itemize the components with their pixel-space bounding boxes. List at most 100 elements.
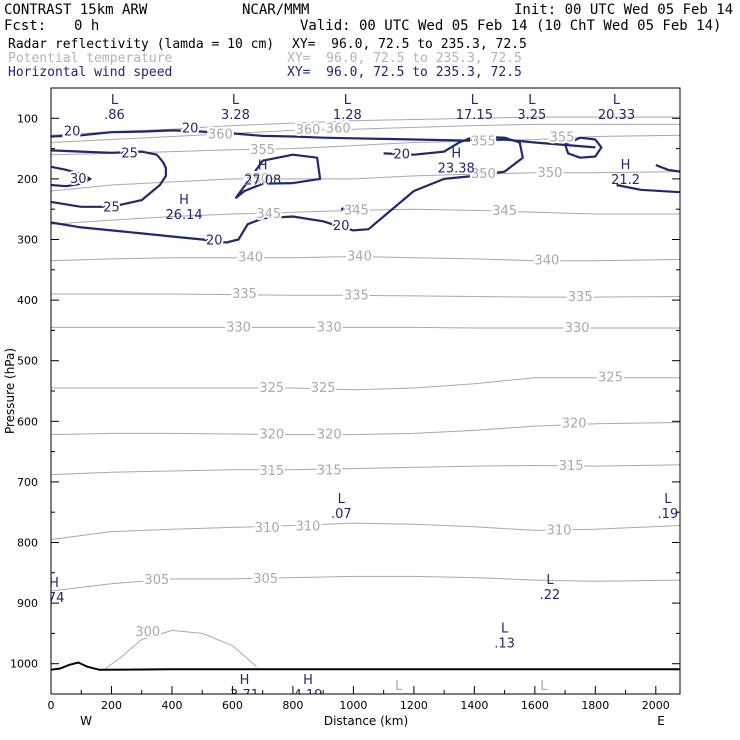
extremum-value: 3.28 [221, 108, 250, 123]
theta-label: 355 [550, 131, 575, 146]
wind-contour-20 [655, 163, 680, 173]
theta-label: 320 [259, 428, 284, 443]
extremum-value: .22 [540, 588, 561, 603]
y-tick-label: 1000 [10, 658, 38, 671]
extremum-value: 26.14 [165, 208, 202, 223]
wind-contour-30 [51, 165, 92, 188]
extremum-type: H [258, 159, 268, 174]
extremum-value: .86 [104, 108, 125, 123]
extremum-type: L [344, 93, 352, 108]
extremum-value: 3.71 [230, 688, 259, 703]
x-tick-label: 200 [101, 699, 122, 712]
x-tick-label: 0 [48, 699, 55, 712]
theta-label: 360 [208, 128, 233, 143]
extremum-value: 17.15 [456, 108, 493, 123]
theta-label: 305 [253, 572, 278, 587]
extremum-type: L [111, 93, 119, 108]
wind-label: 20 [64, 125, 81, 140]
wind-contour-20 [340, 205, 358, 213]
theta-label: 330 [317, 320, 342, 335]
extremum-type: L [471, 93, 479, 108]
wind-label: 25 [103, 200, 120, 215]
extremum-type: H [451, 147, 461, 162]
theta-label: 330 [565, 321, 590, 336]
x-tick-label: 1800 [581, 699, 609, 712]
x-tick-label: 400 [161, 699, 182, 712]
wind-contour-20 [234, 153, 322, 200]
wind-contour-20 [51, 129, 596, 149]
theta-label: 310 [255, 521, 280, 536]
extremum-type: L [501, 622, 509, 637]
theta-label: 320 [317, 428, 342, 443]
extremum-value: 4.19 [294, 688, 323, 703]
theta-label: 345 [492, 204, 517, 219]
extremum-value: .13 [494, 637, 515, 652]
theta-label: 315 [259, 464, 284, 479]
x-tick-label: 1400 [460, 699, 488, 712]
theta-label: 325 [311, 381, 336, 396]
y-tick-label: 200 [17, 173, 38, 186]
theta-contour-365 [51, 116, 680, 136]
theta-label: 330 [226, 320, 251, 335]
theta-label: 340 [347, 249, 372, 264]
extremum-type: L [664, 492, 672, 507]
x-end-east: E [657, 714, 665, 728]
theta-contour-310 [51, 522, 680, 540]
theta-label: 315 [559, 459, 584, 474]
field-name-theta: Potential temperature [8, 51, 173, 66]
extremum-type: H [240, 673, 250, 688]
y-tick-label: 600 [17, 415, 38, 428]
y-tick-label: 500 [17, 355, 38, 368]
model-title: CONTRAST 15km ARW [4, 2, 148, 18]
extremum-type: L [232, 93, 240, 108]
theta-contour-305 [51, 575, 680, 592]
theta-contour-355 [51, 134, 680, 156]
x-tick-label: 1200 [400, 699, 428, 712]
extremum-type: L [338, 492, 346, 507]
wind-label: 20 [333, 219, 350, 234]
theta-label: 345 [256, 207, 281, 222]
theta-label: 305 [144, 573, 169, 588]
extremum-type: L [613, 93, 621, 108]
theta-label: 350 [538, 166, 563, 181]
theta-contour-315 [51, 464, 680, 476]
wind-label: 20 [394, 148, 411, 163]
theta-label: 310 [296, 520, 321, 535]
wind-label: 20 [206, 234, 223, 249]
x-tick-label: 2000 [642, 699, 670, 712]
theta-label: 310 [547, 523, 572, 538]
plot-frame [50, 87, 681, 695]
field-xy-theta: XY= 96.0, 72.5 to 235.3, 72.5 [287, 51, 522, 66]
theta-label: 300 [135, 625, 160, 640]
theta-contour-360 [51, 123, 680, 143]
center-name: NCAR/MMM [242, 2, 310, 18]
wind-label: 20 [182, 122, 199, 137]
x-tick-label: 600 [222, 699, 243, 712]
theta-label: 335 [344, 288, 369, 303]
x-end-west: W [80, 714, 92, 728]
field-xy-reflectivity: XY= 96.0, 72.5 to 235.3, 72.5 [292, 37, 527, 52]
theta-label: 355 [471, 134, 496, 149]
theta-contour-320 [51, 422, 680, 436]
y-tick-label: 300 [17, 234, 38, 247]
theta-contour-335 [51, 293, 680, 298]
y-tick-label: 800 [17, 537, 38, 550]
y-tick-label: 700 [17, 476, 38, 489]
forecast-label: Fcst: [4, 18, 47, 34]
wind-contour-25 [51, 149, 167, 208]
extremum-type: L [540, 679, 548, 694]
extremum-type: H [49, 576, 59, 591]
wind-contour-20 [616, 183, 680, 194]
field-xy-wind: XY= 96.0, 72.5 to 235.3, 72.5 [287, 65, 522, 80]
theta-label: 325 [598, 371, 623, 386]
theta-label: 335 [568, 290, 593, 305]
extremum-type: L [395, 679, 403, 694]
theta-label: 315 [317, 463, 342, 478]
valid-time: Valid: 00 UTC Wed 05 Feb 14 (10 ChT Wed … [300, 18, 722, 34]
extremum-value: 23.38 [438, 162, 475, 177]
extremum-type: H [621, 158, 631, 173]
terrain-line [51, 661, 680, 671]
extremum-type: H [179, 193, 189, 208]
theta-label: 320 [562, 417, 587, 432]
